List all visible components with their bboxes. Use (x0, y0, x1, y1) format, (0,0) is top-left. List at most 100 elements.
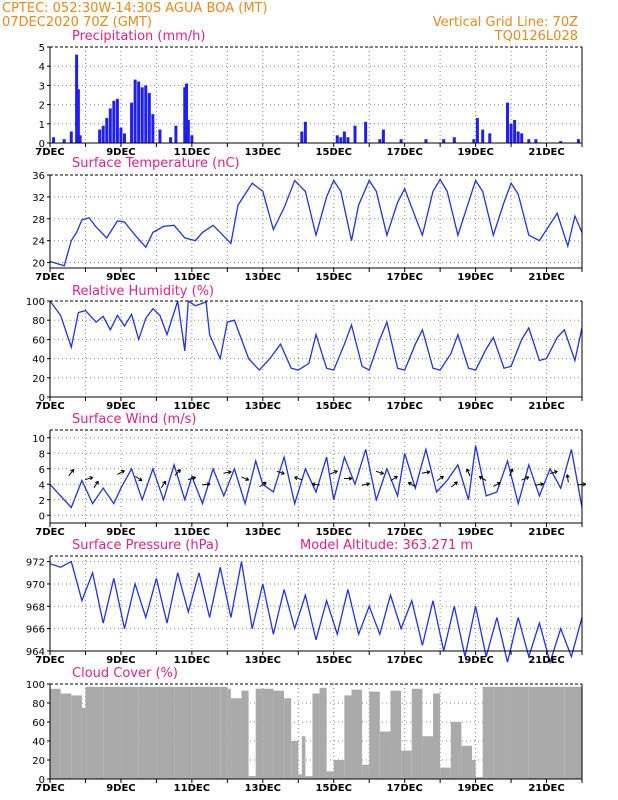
cloud-cover-area (85, 686, 104, 779)
cloud-cover-area (528, 686, 547, 779)
y-tick-label: 966 (26, 625, 45, 636)
wind-arrow-shaft (329, 470, 338, 475)
y-tick-label: 3 (39, 81, 45, 92)
precip-bar (452, 137, 456, 143)
wind-arrow-shaft (421, 471, 430, 474)
wind-arrow-shaft (311, 483, 321, 486)
precip-bar (62, 139, 66, 143)
panel-rh: 0 20 40 60 80 100 7DEC 9DEC 11DEC 13DEC 15DEC 17DEC… (26, 284, 583, 412)
panel-precip: 0 1 2 3 4 5 7DEC 9DEC 11DEC 13DEC 15DEC 17DEC 19DEC 2… (35, 29, 583, 158)
precip-bar (151, 114, 155, 143)
wind-arrow-head (280, 473, 285, 475)
x-tick-label: 17DEC (386, 147, 422, 158)
wind-arrow-head (540, 483, 544, 487)
y-tick-label: 6 (39, 465, 45, 476)
y-tick-label: 80 (32, 699, 45, 710)
wind-arrow (93, 480, 99, 489)
cloud-cover-area (298, 774, 302, 779)
wind-arrow (276, 470, 285, 475)
wind-arrow (343, 476, 353, 481)
precip-bar (108, 108, 112, 143)
y-tick-label: 32 (32, 193, 45, 204)
x-tick-label: 21DEC (528, 655, 564, 666)
wind-arrow-head (264, 482, 267, 486)
y-tick-label: 4 (39, 480, 45, 491)
cloud-cover-area (450, 722, 462, 779)
cloud-cover-area (209, 686, 221, 779)
precip-bar (513, 119, 517, 143)
wind-arrow (187, 476, 197, 481)
wind-arrow (535, 482, 544, 487)
precip-bar (481, 129, 485, 143)
precip-bar (133, 79, 137, 143)
wind-arrow-head (192, 476, 197, 481)
wind-arrow-head (311, 482, 316, 485)
x-tick-label: 17DEC (386, 655, 422, 666)
y-tick-label: 24 (32, 237, 45, 248)
x-tick-label: 17DEC (386, 527, 422, 538)
x-tick-label: 9DEC (106, 272, 135, 283)
y-tick-label: 10 (32, 434, 45, 445)
cloud-cover-area (362, 764, 370, 779)
precip-bar (516, 131, 520, 143)
cloud-cover-area (379, 731, 391, 779)
cloud-cover-area (482, 686, 494, 779)
wind-arrow-shaft (493, 482, 501, 487)
wind-arrow-shaft (276, 470, 285, 475)
precip-bar (339, 137, 343, 143)
x-tick-label: 21DEC (528, 401, 564, 412)
cloud-cover-area (440, 767, 451, 779)
x-tick-label: 7DEC (35, 401, 64, 412)
cloud-cover-area (546, 686, 565, 779)
x-tick-label: 13DEC (245, 527, 281, 538)
precip-bar (122, 133, 126, 143)
x-tick-label: 9DEC (106, 147, 135, 158)
model-altitude-label: Model Altitude: 363.271 m (300, 538, 473, 553)
precip-bar (185, 83, 189, 143)
wind-arrow-shaft (361, 483, 370, 486)
wind-arrow-shaft (436, 475, 444, 482)
x-tick-label: 13DEC (245, 272, 281, 283)
panel-title-precip: Precipitation (mm/h) (72, 29, 205, 44)
precip-bar (52, 137, 56, 143)
precip-bar (381, 129, 385, 143)
precip-bar (112, 100, 116, 143)
wind-arrow-shaft (294, 476, 303, 481)
wind-arrow-shaft (174, 469, 181, 476)
y-tick-label: 20 (32, 374, 45, 385)
cloud-cover-area (369, 691, 380, 779)
x-tick-label: 19DEC (457, 272, 493, 283)
cloud-cover-area (301, 736, 306, 779)
cloud-cover-area (326, 771, 334, 779)
wind-arrow (521, 476, 530, 481)
wind-arrow-head (348, 478, 353, 481)
cloud-cover-area (284, 698, 292, 779)
wind-arrow (466, 468, 471, 477)
wind-arrow (311, 482, 321, 487)
wind-arrow-head (455, 481, 458, 486)
precip-bar (76, 89, 80, 143)
cloud-cover-area (220, 686, 228, 779)
precip-bar (105, 118, 109, 143)
cloud-cover-area (50, 688, 61, 779)
wind-arrow (85, 476, 94, 481)
cloud-cover-area (344, 695, 352, 779)
wind-arrow (421, 470, 431, 475)
cloud-cover-area (230, 698, 242, 779)
wind-arrow-shaft (450, 481, 458, 488)
x-tick-label: 21DEC (528, 147, 564, 158)
cloud-cover-area (461, 745, 473, 779)
wind-arrow (549, 470, 558, 475)
wind-arrow (135, 475, 143, 482)
wind-arrow-shaft (160, 480, 167, 489)
series-line-wind (49, 445, 583, 509)
cloud-cover-area (564, 686, 582, 779)
x-tick-label: 9DEC (106, 655, 135, 666)
series-line-rh (49, 299, 583, 372)
panel-temp: 20 24 28 32 36 7DEC 9DEC 11DEC 13DEC 15DEC 17DEC 19… (32, 156, 583, 283)
precip-bar (137, 81, 141, 143)
y-tick-label: 1 (39, 120, 45, 131)
precip-bar (472, 139, 476, 143)
x-tick-label: 15DEC (316, 272, 352, 283)
x-tick-label: 13DEC (245, 401, 281, 412)
